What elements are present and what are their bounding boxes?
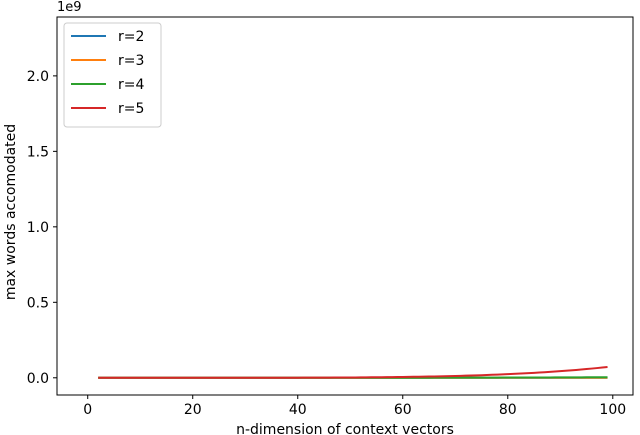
x-tick-label: 0: [83, 402, 92, 418]
x-tick-label: 40: [289, 402, 307, 418]
x-axis-label: n-dimension of context vectors: [236, 422, 454, 435]
y-tick-label: 2.0: [27, 69, 49, 85]
x-tick-label: 20: [184, 402, 202, 418]
x-tick-label: 60: [394, 402, 412, 418]
series-line-r-5: [98, 365, 608, 379]
axes-frame: [56, 16, 634, 396]
legend-label: r=2: [118, 29, 144, 45]
x-axis-ticks: 0 20 40 60 80 100: [83, 395, 626, 418]
series-layer: [98, 365, 608, 379]
y-tick-label: 1.5: [27, 144, 49, 160]
y-tick-label: 0.0: [27, 371, 49, 387]
x-tick-label: 100: [599, 402, 626, 418]
y-tick-label: 0.5: [27, 295, 49, 311]
legend-label: r=3: [118, 53, 144, 69]
x-tick-label: 80: [499, 402, 517, 418]
legend-box: [63, 22, 162, 128]
y-axis-ticks: 0.0 0.5 1.0 1.5 2.0: [27, 69, 57, 387]
y-tick-label: 1.0: [27, 220, 49, 236]
legend-label: r=5: [118, 101, 144, 117]
y-axis-offset-label: 1e9: [57, 0, 82, 15]
y-axis-label: max words accomodated: [3, 124, 19, 300]
legend-label: r=4: [118, 77, 144, 93]
legend: r=2 r=3 r=4 r=5: [63, 22, 162, 128]
